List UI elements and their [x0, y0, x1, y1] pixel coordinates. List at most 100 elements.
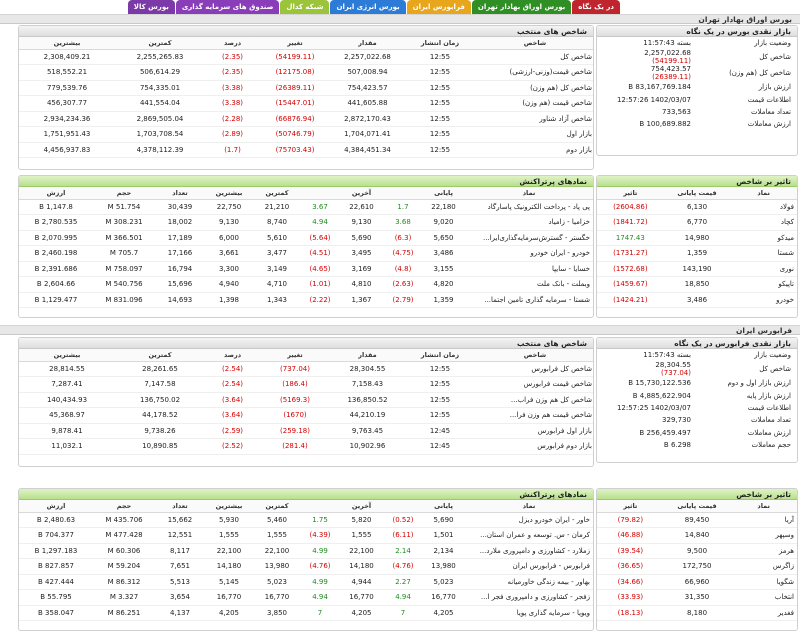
column-header[interactable]: آخرین [339, 187, 384, 200]
row-name[interactable]: خزامیا - زامیاد [465, 214, 593, 231]
column-header[interactable]: کمترین [253, 500, 301, 513]
table-row[interactable]: شاخص قیمت فرابورس 12:55 7,158.43 (186.4) (2.… [19, 376, 593, 393]
row-name[interactable]: خودرو [730, 292, 797, 308]
column-header[interactable]: مقدار [330, 349, 405, 362]
table-row[interactable]: میدکو 14,980 1747.43 [597, 230, 797, 246]
column-header[interactable]: تاثیر [597, 500, 664, 513]
table-row[interactable]: نوری 143,190 (1572.68) [597, 261, 797, 277]
column-header[interactable]: مقدار [330, 37, 405, 50]
table-row[interactable]: خسایا - سایپا 3,155 (4.8) 3,169 (4.65) 3,149 3… [19, 261, 593, 277]
tab-3[interactable]: بورس انرژی ایران [330, 0, 406, 14]
row-name[interactable]: زملارد - کشاورزی و دامپروری ملارد... [465, 543, 593, 559]
table-row[interactable]: زملارد - کشاورزی و دامپروری ملارد... 2,13… [19, 543, 593, 559]
row-name[interactable]: شاخص آزاد شناور [475, 111, 593, 127]
table-row[interactable]: کچاد 6,770 (1841.72) [597, 214, 797, 231]
row-name[interactable]: تاپیکو [730, 276, 797, 293]
table-row[interactable]: شاخص کل فرابورس 12:55 28,304.55 (737.04) (2.… [19, 361, 593, 377]
row-name[interactable]: وسپهر [730, 527, 797, 544]
row-name[interactable]: زفجر - کشاورزی و دامپروری فجر ا... [465, 589, 593, 606]
row-name[interactable]: خاور - ایران‌ خودرو دیزل [465, 512, 593, 528]
row-name[interactable]: بازار اول [475, 126, 593, 143]
table-row[interactable]: فرابورس - فرابورس ایران 13,980 (4.76) 14,18… [19, 558, 593, 575]
tab-2[interactable]: فرابورس ایران [406, 0, 471, 14]
table-row[interactable]: فغدیر 8,180 (18.13) [597, 605, 797, 621]
row-name[interactable]: شاخص قیمت فرابورس [475, 376, 593, 393]
row-name[interactable]: بازار اول فرابورس [475, 423, 593, 439]
table-row[interactable]: بازار دوم 12:55 4,384,451.34 (75703.43) (1.7… [19, 142, 593, 158]
table-row[interactable]: بازار دوم فرابورس 12:45 10,902.96 (281.4) (2… [19, 438, 593, 455]
table-row[interactable]: وسپهر 14,840 (46.88) [597, 527, 797, 544]
column-header[interactable] [384, 500, 422, 513]
column-header[interactable]: حجم [93, 187, 155, 200]
tab-1[interactable]: بورس اوراق بهادار تهران [471, 0, 572, 14]
row-name[interactable]: فولاد [730, 199, 797, 215]
row-name[interactable]: بازار دوم فرابورس [475, 438, 593, 455]
table-row[interactable]: انتخاب 31,350 (33.93) [597, 589, 797, 606]
column-header[interactable]: کمترین [115, 37, 205, 50]
table-row[interactable]: بازار اول 12:55 1,704,071.41 (50746.79) (2.8… [19, 126, 593, 143]
table-row[interactable]: آریا 89,450 (79.82) [597, 512, 797, 528]
column-header[interactable]: تغییر [260, 349, 330, 362]
table-row[interactable]: شاخص قیمت (هم وزن) 12:55 441,605.88 (15447.… [19, 95, 593, 112]
column-header[interactable]: بیشترین [19, 37, 115, 50]
column-header[interactable]: نماد [465, 187, 593, 200]
column-header[interactable] [384, 187, 422, 200]
column-header[interactable]: آخرین [339, 500, 384, 513]
column-header[interactable]: نماد [465, 500, 593, 513]
row-name[interactable]: بازار دوم [475, 142, 593, 158]
row-name[interactable]: نوری [730, 261, 797, 277]
row-name[interactable]: شاخص قیمت(وزنی-ارزشی) [475, 64, 593, 81]
row-name[interactable]: میدکو [730, 230, 797, 246]
row-name[interactable]: شگویا [730, 574, 797, 590]
table-row[interactable]: شاخص کل (هم وزن) 12:55 754,423.57 (26389.11… [19, 80, 593, 96]
table-row[interactable]: خزامیا - زامیاد 9,020 3.68 9,130 4.94 8,740 9,… [19, 214, 593, 231]
row-name[interactable]: شستا - سرمایه گذاری تامین اجتما... [465, 292, 593, 308]
column-header[interactable]: ارزش [19, 500, 93, 513]
row-name[interactable]: شاخص کل [475, 49, 593, 65]
row-name[interactable]: شاخص قیمت هم وزن فرا... [475, 407, 593, 424]
row-name[interactable]: شاخص کل فرابورس [475, 361, 593, 377]
table-row[interactable]: شاخص قیمت هم وزن فرا... 12:55 44,210.19 (16… [19, 407, 593, 424]
column-header[interactable]: نماد [730, 500, 797, 513]
tab-4[interactable]: شبکه کدال [280, 0, 330, 14]
row-name[interactable]: فرابورس - فرابورس ایران [465, 558, 593, 575]
column-header[interactable]: ارزش [19, 187, 93, 200]
row-name[interactable]: ویویا - سرمایه گذاری پویا [465, 605, 593, 621]
row-name[interactable]: شاخص کل (هم وزن) [475, 80, 593, 96]
column-header[interactable]: زمان انتشار [405, 349, 475, 362]
column-header[interactable]: تاثیر [597, 187, 664, 200]
row-name[interactable]: خودرو - ایران‌ خودرو [465, 245, 593, 262]
table-row[interactable]: شاخص کل هم وزن فراب... 12:55 136,850.52 (51… [19, 392, 593, 408]
row-name[interactable]: آریا [730, 512, 797, 528]
column-header[interactable] [301, 187, 339, 200]
column-header[interactable]: قیمت پایانی [663, 500, 731, 513]
column-header[interactable]: کمترین [253, 187, 301, 200]
table-row[interactable]: بهاور - بیمه زندگی خاورمیانه 5,023 2.27 4,9… [19, 574, 593, 590]
table-row[interactable]: شستا 1,359 (1731.27) [597, 245, 797, 262]
row-name[interactable]: وبملت - بانک ملت [465, 276, 593, 293]
row-name[interactable]: شاخص قیمت (هم وزن) [475, 95, 593, 112]
row-name[interactable]: زاگرس [730, 558, 797, 575]
column-header[interactable]: تعداد [155, 187, 205, 200]
table-row[interactable]: زفجر - کشاورزی و دامپروری فجر ا... 16,770… [19, 589, 593, 606]
column-header[interactable]: درصد [205, 37, 260, 50]
table-row[interactable]: زاگرس 172,750 (36.65) [597, 558, 797, 575]
column-header[interactable]: شاخص [475, 37, 593, 50]
row-name[interactable]: فغدیر [730, 605, 797, 621]
column-header[interactable]: بیشترین [205, 187, 253, 200]
table-row[interactable]: خودرو 3,486 (1424.21) [597, 292, 797, 308]
table-row[interactable]: کرمان - س. توسعه و عمران استان... 1,501 (6… [19, 527, 593, 544]
column-header[interactable]: درصد [205, 349, 260, 362]
table-row[interactable]: شاخص آزاد شناور 12:55 2,872,170.43 (66876.9… [19, 111, 593, 127]
row-name[interactable]: انتخاب [730, 589, 797, 606]
column-header[interactable]: نماد [730, 187, 797, 200]
column-header[interactable] [301, 500, 339, 513]
column-header[interactable]: بیشترین [19, 349, 115, 362]
table-row[interactable]: شستا - سرمایه گذاری تامین اجتما... 1,359(… [19, 292, 593, 308]
table-row[interactable]: فولاد 6,130 (2604.86) [597, 199, 797, 215]
table-row[interactable]: خودرو - ایران‌ خودرو 3,486 (4.75) 3,495 (4.5… [19, 245, 593, 262]
column-header[interactable]: کمترین [115, 349, 205, 362]
row-name[interactable]: بهاور - بیمه زندگی خاورمیانه [465, 574, 593, 590]
tab-5[interactable]: صندوق های سرمایه گذاری [175, 0, 280, 14]
table-row[interactable]: خگستر - گسترش‌سرمایه‌گذاری‌ایرا... 5,650(… [19, 230, 593, 246]
